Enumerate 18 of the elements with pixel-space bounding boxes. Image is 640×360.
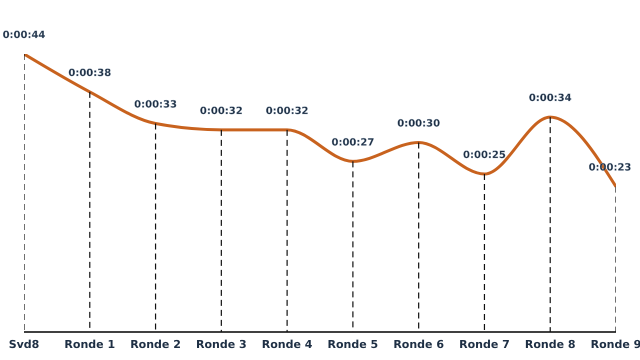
x-tick-label: Ronde 5 [328, 338, 378, 351]
x-tick-label: Svd8 [8, 338, 40, 351]
data-label: 0:00:44 [2, 30, 46, 41]
x-tick-label: Ronde 4 [262, 338, 313, 351]
x-tick-label: Ronde 1 [64, 338, 116, 351]
data-label: 0:00:27 [331, 137, 374, 148]
data-label: 0:00:30 [397, 118, 440, 130]
x-tick-label: Ronde 7 [459, 338, 510, 351]
data-label: 0:00:25 [463, 150, 506, 162]
data-label: 0:00:34 [528, 93, 572, 104]
data-label: 0:00:38 [68, 68, 112, 79]
x-tick-label: Ronde 2 [130, 338, 181, 351]
x-tick-label: Ronde 8 [524, 338, 576, 351]
data-label: 0:00:33 [134, 100, 177, 110]
x-tick-label: Ronde 6 [393, 338, 444, 351]
x-tick-label: Ronde 3 [196, 338, 247, 351]
data-label: 0:00:32 [200, 106, 243, 117]
data-label: 0:00:32 [266, 106, 309, 117]
